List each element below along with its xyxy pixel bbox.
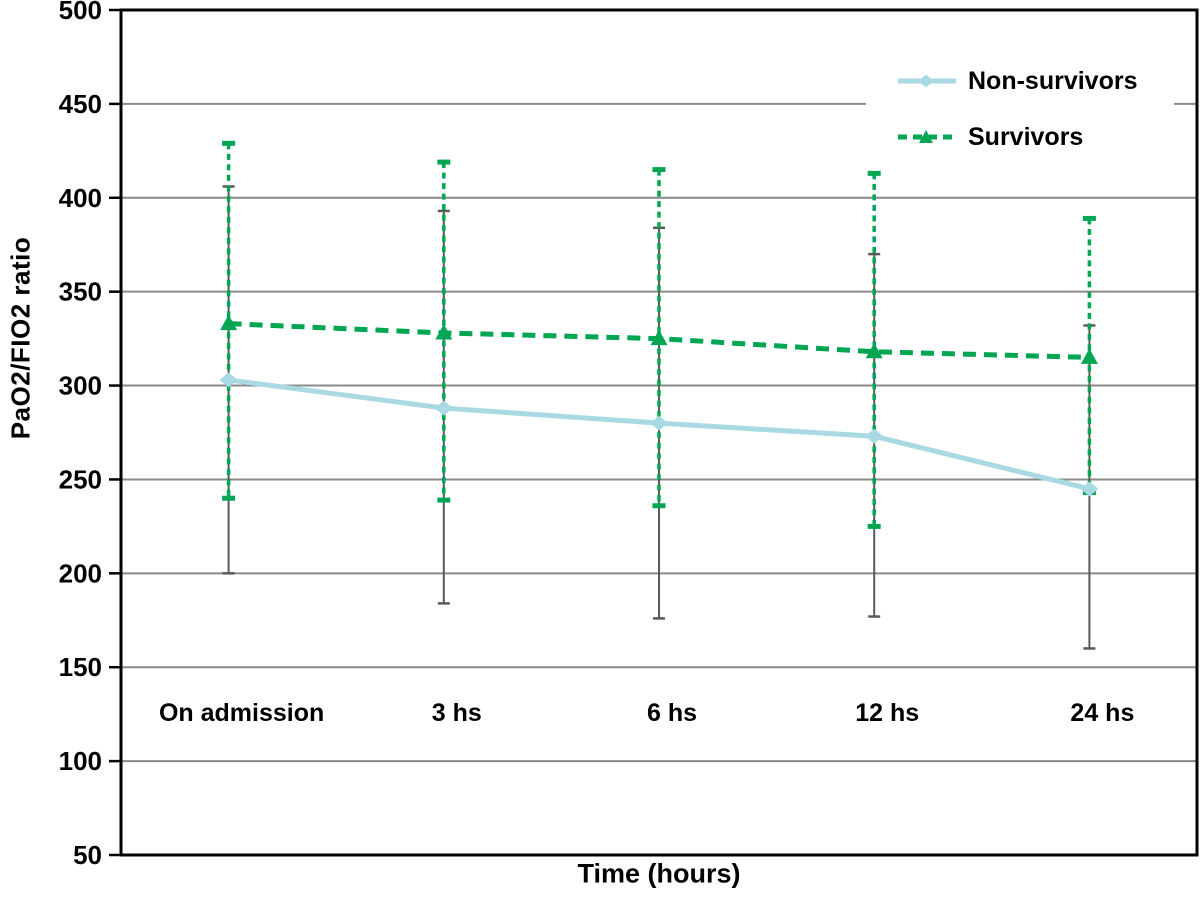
marker-survivors-2 xyxy=(650,329,668,346)
x-category-label-3: 12 hs xyxy=(855,699,919,727)
legend-item-non-survivors: Non-survivors xyxy=(896,66,1138,95)
marker-non-survivors-1 xyxy=(434,400,453,416)
y-tick-label-200: 200 xyxy=(59,558,102,588)
plot-border xyxy=(119,8,1199,857)
y-tick-label-350: 350 xyxy=(59,277,102,307)
y-tick-label-250: 250 xyxy=(59,464,102,494)
y-tick-label-500: 500 xyxy=(59,0,102,25)
x-category-label-1: 3 hs xyxy=(432,699,482,727)
legend-item-survivors: Survivors xyxy=(896,122,1084,151)
legend-sample-survivors-icon xyxy=(898,130,956,143)
marker-non-survivors-0 xyxy=(219,372,238,388)
y-tick-label-50: 50 xyxy=(73,840,102,870)
x-category-label-2: 6 hs xyxy=(647,699,697,727)
y-tick-label-400: 400 xyxy=(59,183,102,213)
y-tick-label-150: 150 xyxy=(59,652,102,682)
legend: Non-survivors Survivors xyxy=(866,20,1174,151)
x-category-label-0: On admission xyxy=(159,699,324,727)
marker-survivors-1 xyxy=(435,323,453,340)
legend-label-survivors: Survivors xyxy=(968,122,1084,151)
marker-survivors-3 xyxy=(865,342,883,359)
y-tick-label-100: 100 xyxy=(59,746,102,776)
legend-sample-non-survivors-icon xyxy=(898,74,956,88)
x-category-label-4: 24 hs xyxy=(1070,699,1134,727)
x-axis-title: Time (hours) xyxy=(577,858,741,889)
legend-marker-sample xyxy=(919,130,933,143)
y-axis-title: PaO2/FIO2 ratio xyxy=(5,236,36,440)
marker-survivors-0 xyxy=(220,314,238,331)
y-tick-label-450: 450 xyxy=(59,89,102,119)
legend-marker-sample xyxy=(918,74,934,88)
marker-non-survivors-4 xyxy=(1080,481,1099,497)
marker-non-survivors-3 xyxy=(865,428,884,444)
legend-label-non-survivors: Non-survivors xyxy=(968,66,1138,95)
y-tick-label-300: 300 xyxy=(59,371,102,401)
marker-non-survivors-2 xyxy=(650,415,668,431)
marker-survivors-4 xyxy=(1080,348,1098,364)
